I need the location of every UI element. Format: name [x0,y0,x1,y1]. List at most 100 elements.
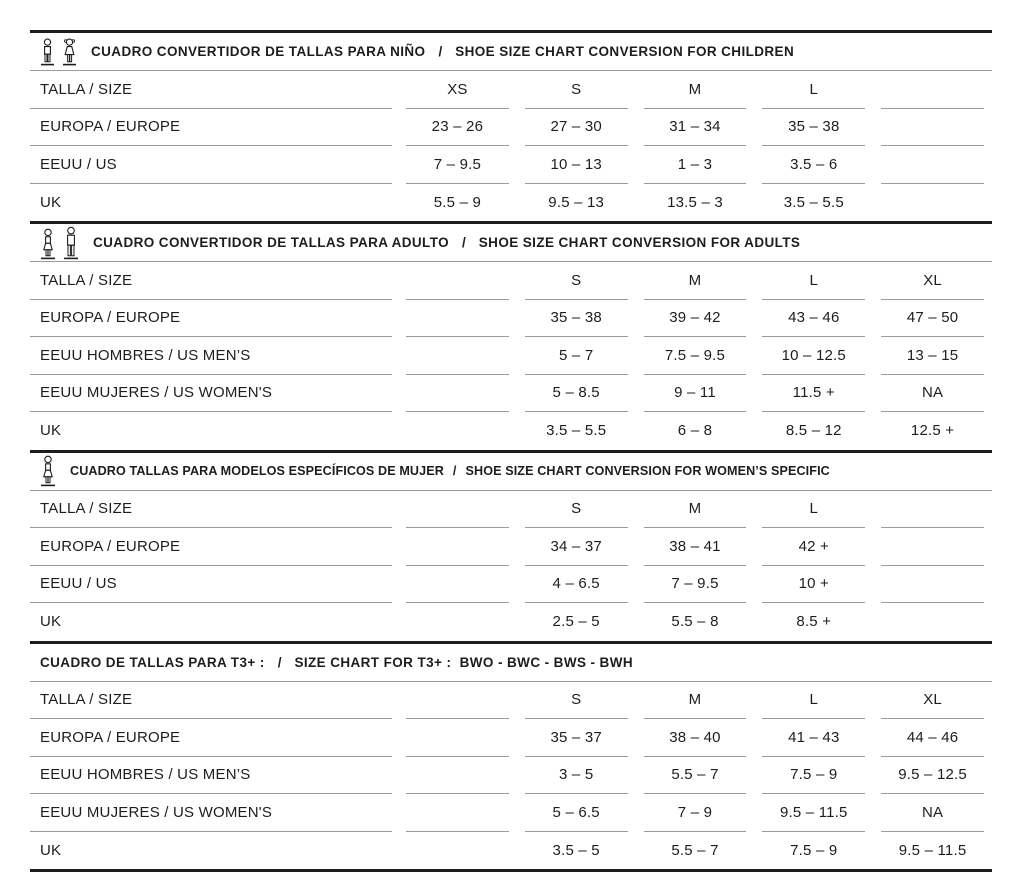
row-label: TALLA / SIZE [30,491,392,528]
size-value-cell: 27 – 30 [524,109,628,146]
size-value-cell [406,528,509,566]
size-header-cell [881,71,984,109]
section-children: CUADRO CONVERTIDOR DE TALLAS PARA NIÑO / S… [30,30,992,221]
row-label: UK [40,613,62,631]
size-value-cell: 10 + [762,566,866,603]
table-row: UK 3.5 – 5 5.5 – 7 7.5 – 9 9.5 – 11.5 [30,832,992,870]
size-header-cell: S [524,71,628,109]
size-value-cell: 35 – 38 [524,300,628,337]
section-icons [40,455,56,487]
size-value-cell: 2.5 – 5 [552,613,600,631]
table-row: EEUU / US 7 – 9.5 10 – 13 1 – 3 3.5 – 6 [30,146,992,184]
size-value-cell: 42 + [762,528,866,566]
size-header-cell [406,491,509,528]
size-value-cell: NA [881,794,984,832]
size-value-cell: 5.5 – 8 [671,613,719,631]
table-row: EEUU HOMBRES / US MEN’S 3 – 5 5.5 – 7 7.5 –… [30,757,992,794]
size-value-cell: 5.5 – 7 [643,757,747,794]
section-title-es: CUADRO DE TALLAS PARA T3+ : [40,654,265,670]
size-value-cell: 35 – 38 [762,109,866,146]
size-chart: CUADRO CONVERTIDOR DE TALLAS PARA NIÑO / S… [30,30,992,872]
size-header-cell: M [643,71,747,109]
size-value-cell: 10 – 12.5 [762,337,866,375]
size-value-cell: 7.5 – 9 [790,841,838,859]
size-value-cell: 11.5 + [762,375,866,412]
size-value-cell: 3 – 5 [524,757,628,794]
size-value-cell: 7.5 – 9.5 [643,337,747,375]
size-value-cell [406,757,509,794]
section-icons [40,226,79,260]
size-header-cell [406,682,509,719]
size-value-cell: 5.5 – 7 [671,841,719,859]
size-value-cell: 44 – 46 [881,719,984,757]
size-value-cell: 9.5 – 11.5 [762,794,866,832]
size-header-cell: M [643,682,747,719]
boy-icon [40,38,55,66]
row-label: UK [40,422,62,440]
size-value-cell: 3.5 – 5.5 [546,422,607,440]
size-value-cell: 23 – 26 [406,109,509,146]
title-divider: / [452,464,457,478]
table-row: EUROPA / EUROPE 35 – 38 39 – 42 43 – 46 47 –… [30,300,992,337]
table-row: EUROPA / EUROPE 23 – 26 27 – 30 31 – 34 35 –… [30,109,992,146]
size-value-cell: 5.5 – 9 [433,193,482,211]
size-value-cell: 9.5 – 13 [548,193,605,211]
man-icon [63,226,79,260]
table-row: TALLA / SIZE XS S M L [30,71,992,109]
size-value-cell: 1 – 3 [643,146,747,184]
section-title-en: SHOE SIZE CHART CONVERSION FOR ADULTS [478,235,801,250]
size-value-cell [406,566,509,603]
row-label: EEUU MUJERES / US WOMEN'S [30,375,392,412]
size-value-cell: 5 – 8.5 [524,375,628,412]
row-label: EUROPA / EUROPE [30,300,392,337]
size-header-cell: S [524,262,628,300]
row-label: EUROPA / EUROPE [30,528,392,566]
size-value-cell [881,146,984,184]
size-value-cell: 39 – 42 [643,300,747,337]
title-divider: / [438,44,443,59]
size-value-cell: 41 – 43 [762,719,866,757]
table-row: TALLA / SIZE S M L XL [30,262,992,300]
size-value-cell [881,528,984,566]
section-t3plus: CUADRO DE TALLAS PARA T3+ : / SIZE CHART F… [30,640,992,872]
size-value-cell: 7.5 – 9 [762,757,866,794]
size-value-cell: 3.5 – 6 [762,146,866,184]
size-value-cell: 7 – 9.5 [406,146,509,184]
section-title-es: CUADRO TALLAS PARA MODELOS ESPECÍFICOS D… [70,464,444,478]
size-value-cell [406,300,509,337]
section-header: CUADRO TALLAS PARA MODELOS ESPECÍFICOS D… [30,453,992,491]
size-value-cell [881,184,984,222]
row-label: EEUU MUJERES / US WOMEN'S [30,794,392,832]
size-value-cell: 34 – 37 [524,528,628,566]
row-label: EEUU / US [30,146,392,184]
section-header: CUADRO CONVERTIDOR DE TALLAS PARA NIÑO / S… [30,33,992,71]
size-value-cell: 7 – 9.5 [643,566,747,603]
section-icons [40,38,77,66]
section-title-es: CUADRO CONVERTIDOR DE TALLAS PARA ADULTO [93,235,449,250]
size-value-cell: 5 – 6.5 [524,794,628,832]
size-value-cell: 9.5 – 11.5 [898,841,967,859]
section-women-specific: CUADRO TALLAS PARA MODELOS ESPECÍFICOS D… [30,449,992,641]
size-value-cell: 3.5 – 5.5 [783,193,844,211]
table-row: EEUU / US 4 – 6.5 7 – 9.5 10 + [30,566,992,603]
row-label: EEUU HOMBRES / US MEN’S [30,337,392,375]
row-label: EUROPA / EUROPE [30,109,392,146]
size-header-cell: M [643,491,747,528]
row-label: EEUU / US [30,566,392,603]
size-header-cell: M [643,262,747,300]
size-header-cell: L [762,682,866,719]
size-value-cell: 35 – 37 [524,719,628,757]
section-adults: CUADRO CONVERTIDOR DE TALLAS PARA ADULTO… [30,221,992,450]
row-label: UK [40,193,62,211]
size-value-cell: 43 – 46 [762,300,866,337]
size-header-cell [881,491,984,528]
size-value-cell: NA [881,375,984,412]
section-title-es: CUADRO CONVERTIDOR DE TALLAS PARA NIÑO [91,44,426,59]
size-value-cell: 8.5 – 12 [785,422,842,440]
table-row: UK 3.5 – 5.5 6 – 8 8.5 – 12 12.5 + [30,412,992,450]
size-value-cell: 12.5 + [910,422,955,440]
size-header-cell: XL [881,262,984,300]
size-value-cell: 38 – 40 [643,719,747,757]
section-header: CUADRO CONVERTIDOR DE TALLAS PARA ADULTO… [30,224,992,262]
size-value-cell: 6 – 8 [677,422,713,440]
